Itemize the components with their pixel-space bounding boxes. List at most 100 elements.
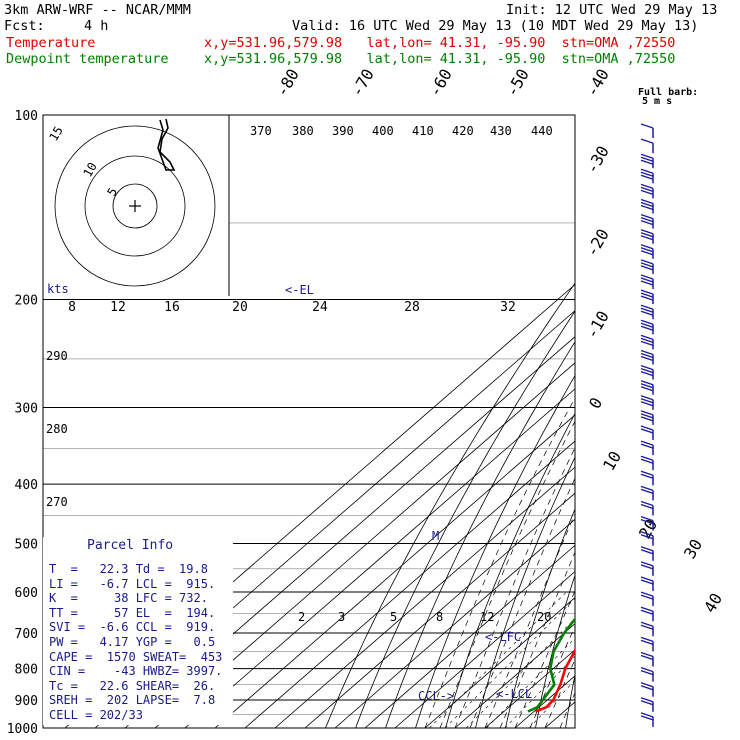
wind-barb-flag xyxy=(640,370,654,377)
wind-barb-flag xyxy=(640,609,654,615)
dry-adiabat xyxy=(325,282,575,728)
wind-barb-flag xyxy=(640,666,654,673)
parcel-row: SVI = -6.6 CCL = 919. xyxy=(49,620,216,635)
model-title: 3km ARW-WRF -- NCAR/MMM xyxy=(4,2,191,18)
wind-barb-flag xyxy=(640,443,654,449)
wind-barb-flag xyxy=(640,334,654,341)
wind-barb-flag xyxy=(640,156,654,162)
wind-barb-flag xyxy=(640,219,654,226)
wind-barb-flag xyxy=(640,352,654,359)
wind-barb-flag xyxy=(640,712,654,718)
isotherm-line xyxy=(274,466,575,728)
wind-barb-flag xyxy=(640,591,654,597)
wind-barb-flag xyxy=(640,201,654,208)
theta-label: 280 xyxy=(46,422,68,436)
dry-adiabat xyxy=(415,374,575,728)
parcel-row: CIN = -43 HWBZ= 3997. xyxy=(49,664,223,679)
hodograph-trace xyxy=(157,118,176,171)
speed-axis-label: 20 xyxy=(232,300,248,315)
dry-adiabat xyxy=(505,508,575,728)
wind-barb-flag xyxy=(640,636,654,643)
moist-adiabat xyxy=(454,447,575,728)
wind-barb-flag xyxy=(640,355,654,362)
wind-barb-flag xyxy=(640,428,654,434)
wind-barb-flag xyxy=(640,349,654,356)
pressure-tick-label: 500 xyxy=(15,537,38,552)
dry-adiabat xyxy=(625,128,740,740)
theta-label: 290 xyxy=(46,349,68,363)
wind-barb-flag xyxy=(640,398,654,404)
parcel-row: TT = 57 EL = 194. xyxy=(49,605,216,620)
speed-axis-label: 24 xyxy=(312,300,328,315)
dry-adiabat xyxy=(565,673,575,728)
hodograph-ring-label: 10 xyxy=(80,160,99,180)
dry-adiabat xyxy=(475,456,575,728)
wind-barb-flag xyxy=(640,186,654,193)
wind-barb-flag xyxy=(640,473,654,479)
wind-barb-flag xyxy=(640,289,654,295)
wind-barb-flag xyxy=(640,138,654,144)
theta-label: 400 xyxy=(372,124,394,138)
forecast-label: Fcst: xyxy=(4,18,45,34)
wind-barb-flag xyxy=(640,319,654,325)
wind-barb-flag xyxy=(640,515,654,522)
mixing-ratio-label: 2 xyxy=(298,610,305,624)
wind-barb-flag xyxy=(640,295,654,301)
parcel-row: T = 22.3 Td = 19.8 xyxy=(49,562,208,576)
wind-barb-flag xyxy=(640,380,654,386)
pressure-tick-label: 900 xyxy=(15,694,38,709)
wind-barb-flag xyxy=(640,413,654,419)
isotherm-label: 10 xyxy=(599,448,625,474)
wind-barb-flag xyxy=(640,250,654,256)
parcel-row: PW = 4.17 YGP = 0.5 xyxy=(49,635,216,649)
wind-barb-flag xyxy=(640,247,654,253)
wind-barb-flag xyxy=(640,265,654,271)
wind-barb-flag xyxy=(640,534,654,540)
isotherm-line xyxy=(484,649,575,728)
dewpoint-legend-label: Dewpoint temperature xyxy=(6,51,169,67)
mixing-ratio-label: 12 xyxy=(480,610,494,624)
wind-barb-flag xyxy=(640,485,654,492)
isotherm-label: -40 xyxy=(582,65,613,100)
wind-barb-flag xyxy=(640,386,654,392)
wind-barb-flag xyxy=(640,425,654,431)
wind-barb-flag xyxy=(640,700,654,706)
wind-barb-flag xyxy=(640,367,654,374)
forecast-hours: 4 h xyxy=(84,18,109,34)
wind-barb-flag xyxy=(640,337,654,344)
wind-barb-flag xyxy=(640,416,654,422)
wind-barb-flag xyxy=(640,159,654,165)
parcel-row: K = 38 LFC = 732. xyxy=(49,591,208,606)
theta-label: 420 xyxy=(452,124,474,138)
wind-barb-flag xyxy=(640,216,654,223)
speed-axis-label: 16 xyxy=(164,300,180,315)
isotherm-label: 30 xyxy=(680,536,706,562)
wind-barb-flag xyxy=(640,624,654,630)
isotherm-label: -30 xyxy=(582,142,613,177)
isotherm-line xyxy=(334,518,575,728)
isotherm-line xyxy=(574,727,575,728)
temperature-location-info: x,y=531.96,579.98 lat,lon= 41.31, -95.90… xyxy=(204,35,676,51)
wind-barb-flag xyxy=(640,395,654,401)
isotherm-label: -10 xyxy=(582,307,613,342)
wind-barb-flag xyxy=(640,340,654,347)
parcel-row: CELL = 202/33 xyxy=(49,708,143,722)
wind-barb-flag xyxy=(640,307,654,313)
wind-barb-flag xyxy=(640,715,654,721)
max-wind-label: M xyxy=(432,529,439,543)
temperature-profile-line xyxy=(534,647,575,713)
wind-barb-flag xyxy=(640,621,654,627)
wind-barb-flag xyxy=(640,682,654,688)
dry-adiabat xyxy=(535,574,575,728)
isotherm-line xyxy=(304,492,575,728)
wind-barb-flag xyxy=(640,322,654,328)
moist-adiabat xyxy=(574,727,575,728)
wind-barb-flag xyxy=(640,304,654,310)
wind-barb-flag xyxy=(640,503,654,510)
parcel-row: CAPE = 1570 SWEAT= 453 xyxy=(49,649,223,664)
wind-barb-flag xyxy=(640,401,654,407)
parcel-info-panel: Parcel Info T = 22.3 Td = 19.8 LI = -6.7… xyxy=(43,537,233,725)
wind-barb-flag xyxy=(640,576,654,582)
isotherm-line xyxy=(184,388,575,728)
wind-barb-flag xyxy=(640,174,654,180)
